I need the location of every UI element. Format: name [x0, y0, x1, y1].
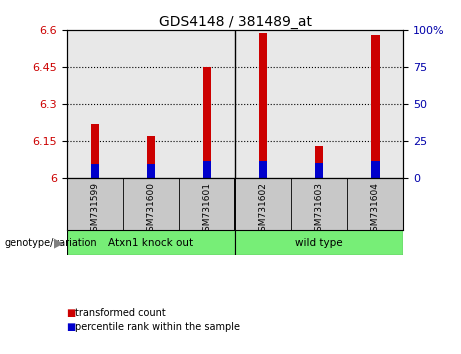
Bar — [91, 164, 99, 178]
Bar — [203, 67, 211, 178]
Text: GSM731601: GSM731601 — [202, 182, 212, 237]
Bar — [259, 33, 267, 178]
Bar — [371, 160, 379, 178]
Bar — [315, 146, 324, 178]
Text: GSM731599: GSM731599 — [90, 182, 100, 237]
Bar — [67, 230, 235, 255]
Bar — [235, 230, 403, 255]
Bar — [147, 136, 155, 178]
Text: Atxn1 knock out: Atxn1 knock out — [108, 238, 194, 247]
Text: ▶: ▶ — [54, 236, 64, 249]
Text: GSM731604: GSM731604 — [371, 182, 380, 237]
Bar — [203, 160, 211, 178]
Title: GDS4148 / 381489_at: GDS4148 / 381489_at — [159, 15, 312, 29]
Bar — [147, 164, 155, 178]
Bar — [259, 160, 267, 178]
Text: wild type: wild type — [296, 238, 343, 247]
Text: ■: ■ — [67, 308, 79, 318]
Text: GSM731602: GSM731602 — [259, 182, 268, 237]
Text: GSM731603: GSM731603 — [315, 182, 324, 237]
Bar — [91, 124, 99, 178]
Bar — [315, 163, 324, 178]
Text: GSM731600: GSM731600 — [147, 182, 155, 237]
Text: genotype/variation: genotype/variation — [5, 238, 97, 247]
Text: percentile rank within the sample: percentile rank within the sample — [75, 322, 240, 332]
Text: ■: ■ — [67, 322, 79, 332]
Text: transformed count: transformed count — [75, 308, 165, 318]
Bar — [371, 35, 379, 178]
